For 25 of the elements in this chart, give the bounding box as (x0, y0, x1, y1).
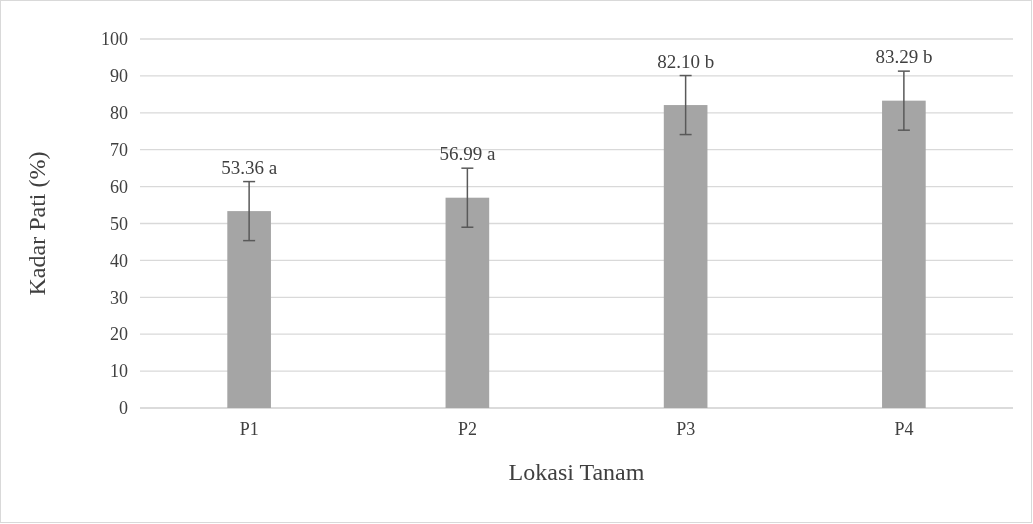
y-tick-label: 60 (110, 176, 128, 197)
bar (663, 105, 708, 408)
data-label: 83.29 b (875, 46, 933, 68)
data-label: 82.10 b (657, 50, 715, 72)
y-tick-label: 80 (110, 103, 128, 124)
y-tick-label: 0 (119, 398, 128, 419)
x-tick-label: P3 (676, 418, 696, 439)
x-tick-label: P1 (239, 418, 259, 439)
y-tick-label: 20 (110, 324, 128, 345)
data-label: 56.99 a (439, 143, 496, 165)
y-tick-label: 50 (110, 213, 128, 234)
data-label: 53.36 a (221, 156, 278, 178)
x-tick-label: P4 (894, 418, 914, 439)
y-tick-label: 90 (110, 66, 128, 87)
y-tick-label: 70 (110, 139, 128, 160)
bar (227, 211, 271, 408)
y-axis-title: Kadar Pati (%) (24, 151, 50, 296)
bar (445, 197, 490, 408)
x-axis-title: Lokasi Tanam (508, 459, 645, 485)
y-tick-label: 30 (110, 287, 128, 308)
y-tick-label: 40 (110, 250, 128, 271)
y-tick-label: 10 (110, 361, 128, 382)
bar (882, 100, 926, 408)
x-tick-label: P2 (457, 418, 477, 439)
y-tick-label: 100 (101, 29, 128, 50)
